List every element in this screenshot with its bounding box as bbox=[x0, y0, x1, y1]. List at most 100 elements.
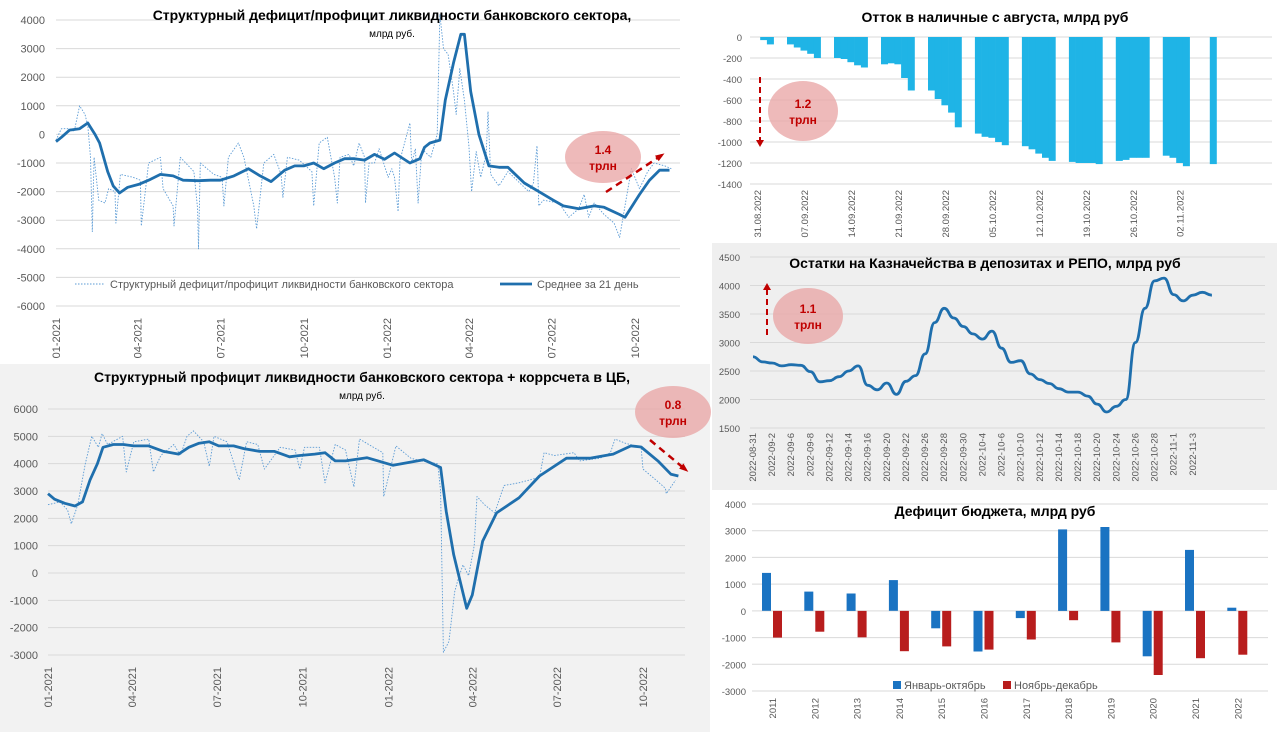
annotation-unit: трлн bbox=[789, 113, 817, 127]
legend-nov-dec-swatch bbox=[1003, 681, 1011, 689]
y-tick-label: 0 bbox=[32, 568, 38, 580]
chart-subtitle: млрд руб. bbox=[369, 28, 415, 40]
y-tick-label: 3500 bbox=[719, 310, 740, 321]
y-tick-label: -1000 bbox=[718, 138, 742, 149]
x-tick-label: 2022-08-31 bbox=[748, 433, 759, 482]
bar bbox=[894, 37, 902, 65]
x-tick-label: 2022-11-3 bbox=[1188, 433, 1199, 476]
x-tick-label: 2022-10-6 bbox=[997, 433, 1008, 476]
panel-bg-treasury bbox=[712, 243, 1277, 490]
chart-title: Остатки на Казначейства в депозитах и РЕ… bbox=[789, 255, 1181, 271]
y-tick-label: 1000 bbox=[14, 541, 38, 553]
x-tick-label: 07.09.2022 bbox=[800, 190, 811, 238]
y-tick-label: 4500 bbox=[719, 253, 740, 264]
y-tick-label: 0 bbox=[741, 607, 746, 618]
bar bbox=[1129, 37, 1137, 158]
annotation-bubble bbox=[773, 288, 843, 344]
bar bbox=[948, 37, 956, 113]
bar bbox=[1075, 37, 1083, 163]
x-tick-label: 2022-09-2 bbox=[767, 433, 778, 476]
x-tick-label: 04-2021 bbox=[133, 318, 145, 358]
annotation-unit: трлн bbox=[589, 159, 617, 173]
y-tick-label: -1000 bbox=[722, 634, 746, 645]
y-tick-label: 0 bbox=[737, 33, 742, 44]
bar bbox=[800, 37, 808, 51]
bar-jan-oct bbox=[1227, 607, 1237, 611]
bar bbox=[928, 37, 935, 91]
bar-jan-oct bbox=[931, 610, 941, 629]
bar bbox=[881, 37, 888, 65]
y-tick-label: 4000 bbox=[14, 459, 38, 471]
x-tick-label: 2022-10-20 bbox=[1092, 433, 1103, 482]
chart-title: Структурный профицит ликвидности банковс… bbox=[94, 369, 630, 385]
y-tick-label: -400 bbox=[723, 75, 742, 86]
x-tick-label: 2022-11-1 bbox=[1169, 433, 1180, 476]
x-tick-label: 07-2021 bbox=[212, 667, 224, 707]
bar bbox=[887, 37, 895, 64]
legend-jan-oct-swatch bbox=[893, 681, 901, 689]
bar bbox=[1068, 37, 1076, 162]
annotation-bubble bbox=[635, 386, 711, 438]
y-tick-label: -600 bbox=[723, 96, 742, 107]
x-tick-label: 2022-09-20 bbox=[882, 433, 893, 482]
bar bbox=[860, 37, 868, 68]
bar-nov-dec bbox=[1238, 610, 1248, 655]
y-tick-label: -3000 bbox=[17, 215, 45, 227]
x-tick-label: 01-2021 bbox=[51, 318, 63, 358]
x-tick-label: 01-2021 bbox=[43, 667, 55, 707]
y-tick-label: 2000 bbox=[14, 513, 38, 525]
y-tick-label: 3000 bbox=[719, 339, 740, 350]
bar-jan-oct bbox=[1058, 529, 1068, 611]
bar bbox=[760, 37, 768, 41]
bar-nov-dec bbox=[857, 610, 867, 638]
bar bbox=[1142, 37, 1150, 158]
y-tick-label: 3000 bbox=[14, 486, 38, 498]
bar bbox=[1089, 37, 1096, 163]
y-tick-label: -4000 bbox=[17, 244, 45, 256]
y-tick-label: 2000 bbox=[725, 553, 746, 564]
bar-jan-oct bbox=[1185, 549, 1194, 611]
x-tick-label: 2018 bbox=[1064, 698, 1075, 719]
x-tick-label: 04-2022 bbox=[467, 667, 479, 707]
daily-line bbox=[47, 430, 676, 653]
x-tick-label: 2022-09-26 bbox=[920, 433, 931, 482]
x-tick-label: 2022 bbox=[1233, 698, 1244, 719]
x-tick-label: 07-2022 bbox=[547, 318, 559, 358]
bar-jan-oct bbox=[1015, 610, 1025, 619]
annotation-value: 1.4 bbox=[595, 143, 612, 157]
x-tick-label: 31.08.2022 bbox=[753, 190, 764, 238]
y-tick-label: -6000 bbox=[17, 301, 45, 313]
x-tick-label: 10-2022 bbox=[638, 667, 650, 707]
bar-nov-dec bbox=[942, 610, 952, 647]
x-tick-label: 14.09.2022 bbox=[847, 190, 858, 238]
panel-bg-corr-accounts bbox=[0, 364, 710, 732]
x-tick-label: 10-2021 bbox=[298, 667, 310, 707]
bar bbox=[1176, 37, 1184, 163]
bar bbox=[1021, 37, 1029, 147]
bar bbox=[793, 37, 801, 48]
x-tick-label: 2022-09-30 bbox=[958, 433, 969, 482]
bar bbox=[1082, 37, 1090, 163]
y-tick-label: -3000 bbox=[722, 687, 746, 698]
y-tick-label: -2000 bbox=[10, 623, 38, 635]
x-tick-label: 2022-09-22 bbox=[901, 433, 912, 482]
x-tick-label: 2011 bbox=[768, 698, 779, 718]
x-tick-label: 10-2022 bbox=[630, 318, 642, 358]
bar bbox=[981, 37, 989, 137]
bar-nov-dec bbox=[1111, 610, 1121, 643]
bar bbox=[1095, 37, 1103, 165]
bar bbox=[854, 37, 862, 66]
y-tick-label: -1200 bbox=[718, 159, 742, 170]
x-tick-label: 2022-09-14 bbox=[844, 433, 855, 482]
bar bbox=[840, 37, 848, 59]
arrow-head-icon bbox=[763, 283, 771, 290]
x-tick-label: 28.09.2022 bbox=[941, 190, 952, 238]
bar bbox=[901, 37, 909, 78]
bar bbox=[766, 37, 774, 45]
x-tick-label: 01-2022 bbox=[383, 667, 395, 707]
chart-subtitle: млрд руб. bbox=[339, 390, 385, 402]
y-tick-label: -1000 bbox=[17, 158, 45, 170]
x-tick-label: 2022-10-28 bbox=[1150, 433, 1161, 482]
x-tick-label: 2017 bbox=[1022, 698, 1033, 719]
y-tick-label: -200 bbox=[723, 54, 742, 65]
